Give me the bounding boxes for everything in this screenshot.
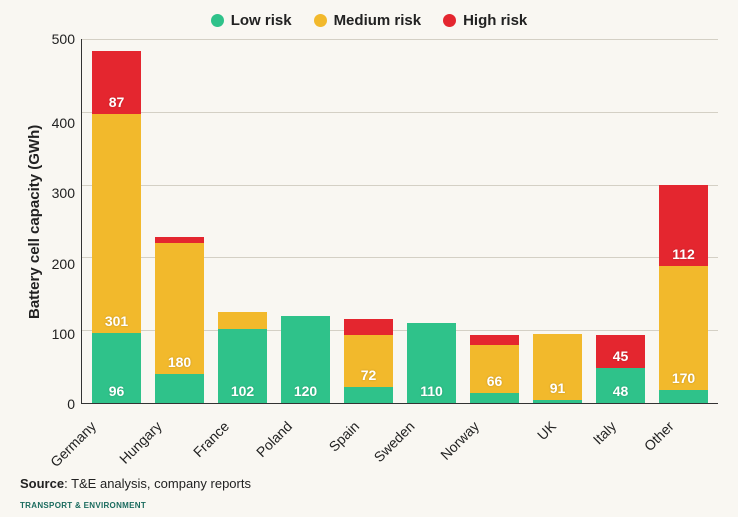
segment-high: [344, 319, 393, 335]
segment-low: [533, 400, 582, 403]
segment-medium: 91: [533, 334, 582, 400]
segment-medium: 66: [470, 345, 519, 393]
bar-value-label: 110: [420, 383, 443, 399]
x-tick-label: UK: [534, 418, 559, 443]
y-tick: 200: [52, 257, 75, 271]
legend-label: Medium risk: [334, 12, 422, 29]
x-tick: UK: [533, 410, 582, 468]
y-axis-ticks: 5004003002001000: [43, 39, 81, 404]
bar-other: 112 170: [659, 39, 708, 403]
plot-area: 87 301 96 180 102 120 72 110 66 91 45 48 112 170: [81, 39, 718, 404]
x-tick-label: Spain: [325, 418, 362, 455]
bar-value-label: 66: [487, 373, 503, 389]
bar-value-label: 72: [361, 367, 377, 383]
segment-medium: 180: [155, 243, 204, 374]
bar-value-label: 87: [109, 94, 125, 110]
legend-label: High risk: [463, 12, 527, 29]
segment-low: [155, 374, 204, 403]
legend-swatch: [443, 14, 456, 27]
x-tick: Other: [659, 410, 708, 468]
bar-value-label: 120: [294, 383, 317, 399]
y-tick: 100: [52, 327, 75, 341]
segment-low: 96: [92, 333, 141, 403]
segment-medium: 170: [659, 266, 708, 390]
bar-germany: 87 301 96: [92, 39, 141, 403]
x-tick-label: Italy: [589, 418, 618, 447]
y-axis-label: Battery cell capacity (GWh): [20, 39, 43, 404]
x-tick: Hungary: [155, 410, 204, 468]
x-axis-labels: GermanyHungaryFrancePolandSpainSwedenNor…: [20, 410, 718, 468]
bar-value-label: 48: [613, 383, 629, 399]
legend: Low risk Medium risk High risk: [20, 12, 718, 29]
bar-italy: 45 48: [596, 39, 645, 403]
bar-spain: 72: [344, 39, 393, 403]
segment-low: [470, 393, 519, 403]
segment-low: 110: [407, 323, 456, 403]
bar-value-label: 170: [672, 370, 695, 386]
segment-low: [344, 387, 393, 403]
legend-item: High risk: [443, 12, 527, 29]
segment-low: [659, 390, 708, 403]
bar-uk: 91: [533, 39, 582, 403]
segment-low: 48: [596, 368, 645, 403]
y-tick: 300: [52, 186, 75, 200]
bar-value-label: 112: [672, 246, 695, 262]
bar-hungary: 180: [155, 39, 204, 403]
legend-swatch: [211, 14, 224, 27]
legend-label: Low risk: [231, 12, 292, 29]
y-tick: 0: [67, 397, 75, 411]
x-tick: Poland: [281, 410, 330, 468]
bar-value-label: 45: [613, 348, 629, 364]
bar-poland: 120: [281, 39, 330, 403]
x-tick: France: [218, 410, 267, 468]
segment-high: 112: [659, 185, 708, 267]
x-tick: Norway: [470, 410, 519, 468]
segment-low: 102: [218, 329, 267, 403]
bar-france: 102: [218, 39, 267, 403]
x-tick: Italy: [596, 410, 645, 468]
bar-value-label: 96: [109, 383, 125, 399]
x-tick-label: Germany: [47, 418, 99, 470]
source-line: Source: T&E analysis, company reports: [20, 476, 718, 491]
y-tick: 400: [52, 116, 75, 130]
segment-high: [470, 335, 519, 345]
bar-value-label: 91: [550, 380, 566, 396]
segment-medium: 72: [344, 335, 393, 387]
segment-high: 87: [92, 51, 141, 114]
bars-container: 87 301 96 180 102 120 72 110 66 91 45 48 112 170: [82, 39, 718, 403]
source-prefix: Source: [20, 476, 64, 491]
bar-sweden: 110: [407, 39, 456, 403]
legend-item: Low risk: [211, 12, 292, 29]
legend-swatch: [314, 14, 327, 27]
bar-value-label: 301: [105, 313, 128, 329]
bar-norway: 66: [470, 39, 519, 403]
source-text: : T&E analysis, company reports: [64, 476, 251, 491]
segment-medium: [218, 312, 267, 329]
bar-value-label: 102: [231, 383, 254, 399]
x-tick-label: Other: [641, 418, 677, 454]
segment-medium: 301: [92, 114, 141, 333]
legend-item: Medium risk: [314, 12, 422, 29]
y-tick: 500: [52, 32, 75, 46]
segment-low: 120: [281, 316, 330, 403]
chart-area: Battery cell capacity (GWh) 500400300200…: [20, 39, 718, 404]
bar-value-label: 180: [168, 354, 191, 370]
segment-high: 45: [596, 335, 645, 368]
footer-logo: TRANSPORT & ENVIRONMENT: [20, 501, 718, 510]
